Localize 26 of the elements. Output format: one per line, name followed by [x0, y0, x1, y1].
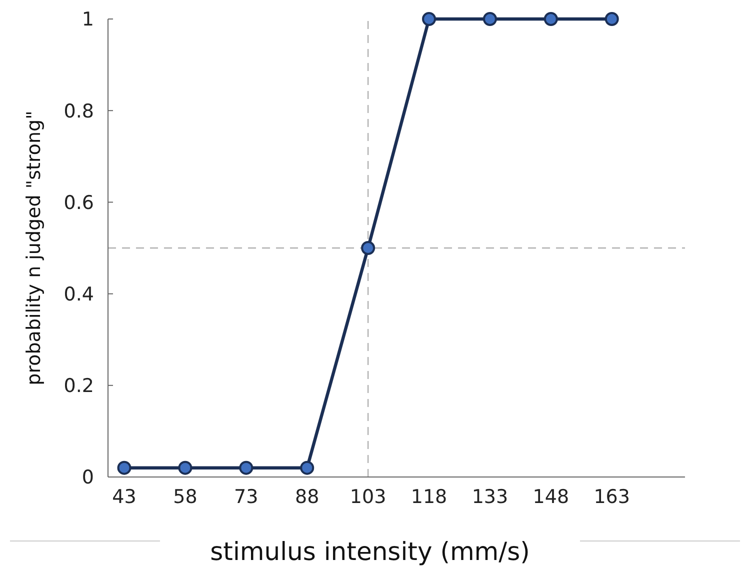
point: [300, 460, 314, 475]
point: [239, 460, 254, 475]
x-tick-label: 58: [173, 486, 198, 508]
point: [178, 460, 192, 475]
y-tick-label: 0.2: [64, 375, 94, 398]
point: [361, 241, 376, 255]
point: [117, 460, 132, 475]
y-axis-title: probability n judged "strong": [23, 110, 45, 386]
point: [604, 12, 619, 26]
x-tick-label: 88: [295, 486, 320, 508]
x-tick-label: 163: [594, 486, 630, 508]
point: [482, 12, 497, 26]
x-tick-label: 103: [350, 486, 386, 508]
y-tick-label: 1: [82, 8, 94, 31]
x-tick-label: 118: [410, 486, 448, 508]
x-tick-label: 133: [472, 486, 508, 508]
y-tick-label: 0.4: [64, 283, 94, 306]
point: [544, 12, 558, 26]
point: [422, 12, 436, 26]
x-tick-label: 43: [112, 486, 136, 508]
y-tick-label: 0.6: [64, 192, 94, 214]
x-tick-label: 73: [234, 486, 258, 508]
x-tick-label: 148: [532, 486, 570, 508]
x-axis-title: stimulus intensity (mm/s): [210, 537, 530, 566]
y-tick-label: 0.8: [64, 100, 94, 122]
y-tick-label: 0: [82, 466, 94, 489]
